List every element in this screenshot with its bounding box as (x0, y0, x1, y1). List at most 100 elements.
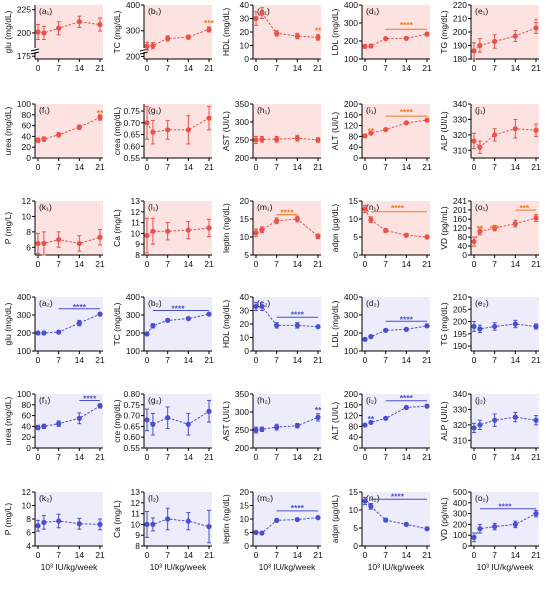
x-tick-label: 21 (313, 259, 323, 269)
x-tick-label: 21 (313, 550, 323, 560)
x-tick-label: 21 (313, 63, 323, 73)
x-tick-label: 7 (274, 259, 279, 269)
panel-label: (f₁) (39, 105, 50, 115)
data-point (185, 421, 191, 427)
data-point (492, 132, 498, 138)
data-point (41, 423, 47, 429)
y-tick-label: 120 (344, 121, 358, 131)
x-tick-label: 21 (422, 259, 432, 269)
x-tick-label: 7 (165, 162, 170, 172)
data-point (144, 417, 150, 423)
significance-stars: **** (498, 502, 512, 512)
y-tick-label: 40 (349, 432, 359, 442)
x-tick-label: 0 (363, 259, 368, 269)
y-axis-label: VD (pg/mL) (439, 206, 449, 250)
x-axis-label: 10³ IU/kg/week (477, 562, 534, 572)
panel-label: (d₁) (366, 6, 379, 16)
data-point (362, 422, 368, 428)
y-tick-label: 310 (453, 435, 467, 445)
panel-label: (j₁) (475, 105, 486, 115)
y-tick-label: 0.55 (123, 443, 140, 453)
x-tick-label: 7 (165, 355, 170, 365)
panel-background (144, 492, 212, 546)
y-tick-label: 310 (453, 145, 467, 155)
x-tick-label: 14 (402, 162, 412, 172)
y-tick-label: 210 (453, 14, 467, 24)
x-tick-label: 14 (511, 162, 521, 172)
panel-label: (m₂) (257, 493, 273, 503)
y-tick-label: 0 (26, 153, 31, 163)
x-tick-label: 0 (36, 355, 41, 365)
data-point (477, 228, 483, 235)
data-point (368, 503, 374, 509)
x-tick-label: 21 (531, 550, 541, 560)
data-point (403, 326, 409, 332)
data-point (259, 136, 265, 142)
y-tick-label: 200 (17, 28, 31, 38)
data-point (471, 238, 477, 245)
data-point (76, 320, 82, 326)
x-tick-label: 21 (313, 452, 323, 462)
series-line (473, 128, 537, 148)
x-tick-label: 14 (75, 550, 85, 560)
x-tick-label: 21 (531, 259, 541, 269)
x-tick-label: 7 (56, 259, 61, 269)
y-tick-label: 20 (240, 27, 250, 37)
x-tick-label: 14 (402, 550, 412, 560)
x-tick-label: 21 (204, 63, 214, 73)
data-point (512, 414, 518, 420)
x-tick-label: 7 (492, 259, 497, 269)
x-tick-label: 14 (293, 63, 303, 73)
panel-label: (i₂) (366, 395, 377, 405)
panel-label: (b₂) (148, 298, 162, 308)
data-point (41, 30, 47, 36)
x-axis-label: 10³ IU/kg/week (150, 562, 207, 572)
panel-m2: 0 5 10 15 20 0 7 14 21 leptin (ng/dL) (m₂) **** 10³ … (221, 487, 323, 572)
data-point (97, 403, 103, 409)
data-point (165, 35, 171, 42)
y-tick-label: 10 (349, 214, 359, 224)
data-point (206, 311, 212, 317)
y-tick-label: 300 (126, 26, 140, 36)
y-axis-label: ALP (UI/L) (439, 401, 449, 441)
significance-stars: ** (368, 414, 375, 424)
y-tick-label: 190 (453, 41, 467, 51)
y-tick-label: 8 (135, 250, 140, 260)
data-point (424, 526, 430, 532)
data-point (315, 233, 321, 239)
data-point (41, 240, 47, 247)
data-point (362, 43, 368, 50)
panel-label: (b₁) (148, 6, 161, 16)
data-point (512, 321, 518, 327)
y-tick-label: 40 (240, 0, 250, 10)
data-point (76, 415, 82, 421)
y-axis-label: TC (mg/dL) (112, 302, 122, 345)
x-tick-label: 21 (531, 162, 541, 172)
x-tick-label: 7 (274, 550, 279, 560)
y-axis-label: urea (mg/dL) (3, 107, 13, 156)
y-axis-label: Ca (mg/L) (112, 500, 122, 538)
x-tick-label: 7 (56, 162, 61, 172)
y-tick-label: 350 (235, 389, 249, 399)
y-tick-label: 0.55 (123, 153, 140, 163)
y-tick-label: 13 (131, 196, 141, 206)
panel-label: (e₁) (475, 6, 488, 16)
y-tick-label: 5 (353, 232, 358, 242)
y-tick-label: 400 (17, 292, 31, 302)
data-point (206, 225, 212, 231)
panel-background (362, 104, 430, 158)
x-tick-label: 7 (274, 162, 279, 172)
y-tick-label: 0.70 (123, 118, 140, 128)
y-axis-label: glu (mg/dL) (3, 302, 13, 345)
data-point (471, 425, 477, 431)
x-tick-label: 0 (472, 355, 477, 365)
x-tick-label: 21 (204, 162, 214, 172)
data-point (274, 218, 280, 224)
y-tick-label: 9 (135, 239, 140, 249)
y-tick-label: 0.65 (123, 421, 140, 431)
x-tick-label: 14 (293, 452, 303, 462)
y-tick-label: 6 (26, 528, 31, 538)
significance-stars: **** (291, 503, 305, 513)
panel-d1: 100 200 300 400 0 7 14 21 LDL (mg/dL) (d₁) **** (330, 0, 432, 73)
